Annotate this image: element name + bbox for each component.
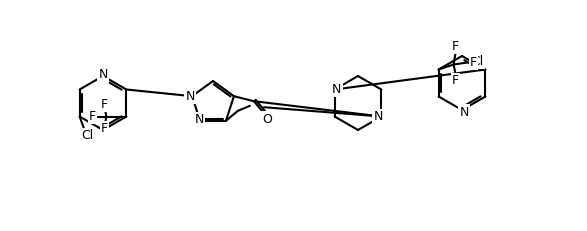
Text: F: F <box>101 98 108 111</box>
Text: Cl: Cl <box>471 55 484 68</box>
Text: N: N <box>374 110 383 123</box>
Text: Cl: Cl <box>82 129 94 142</box>
Text: F: F <box>470 56 477 69</box>
Text: N: N <box>459 106 468 119</box>
Text: F: F <box>452 40 459 53</box>
Text: O: O <box>262 113 272 126</box>
Text: N: N <box>185 90 195 103</box>
Text: N: N <box>98 69 107 82</box>
Text: F: F <box>452 74 459 87</box>
Text: F: F <box>89 110 96 123</box>
Text: N: N <box>332 83 341 96</box>
Text: F: F <box>101 122 108 135</box>
Text: N: N <box>194 113 204 126</box>
